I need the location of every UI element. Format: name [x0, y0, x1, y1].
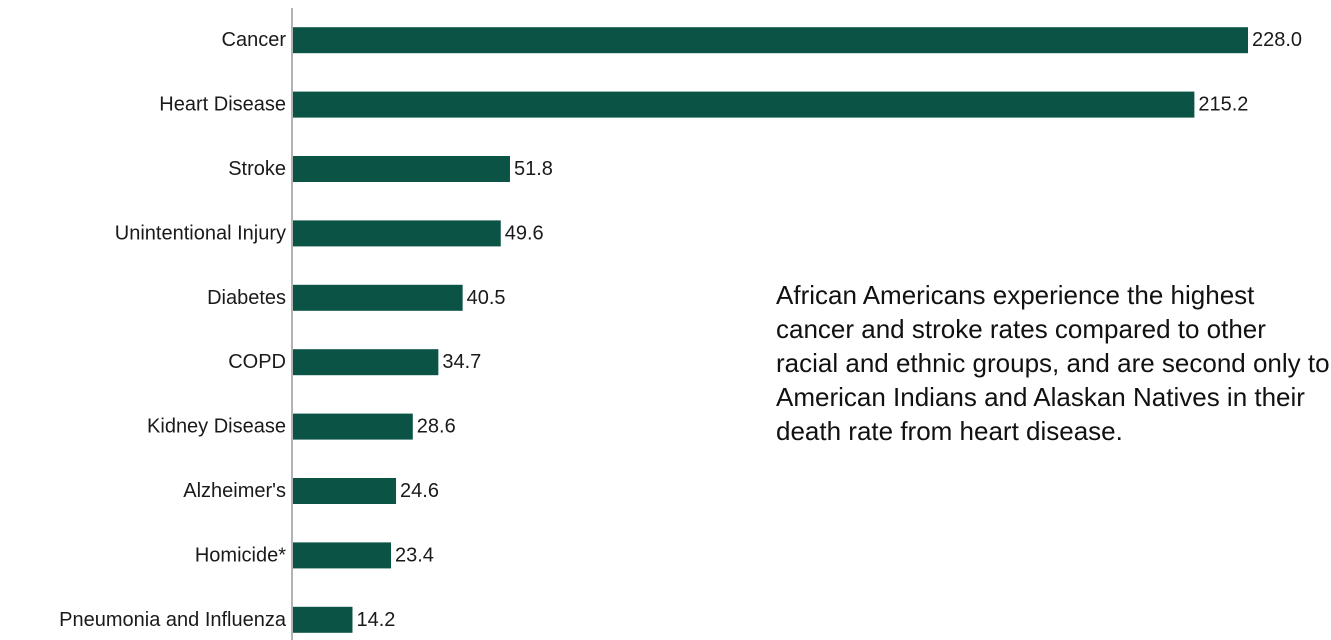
category-label: Homicide*	[195, 544, 286, 566]
value-label: 23.4	[395, 544, 434, 566]
category-label: Stroke	[228, 158, 286, 180]
bar	[293, 606, 353, 633]
value-label: 40.5	[467, 287, 506, 309]
value-label: 228.0	[1252, 29, 1302, 51]
category-label: Heart Disease	[159, 94, 286, 116]
category-label: Kidney Disease	[147, 416, 286, 438]
bars-layer: Cancer 228.0 Heart Disease 215.2 Stroke 51.8 U…	[59, 27, 1302, 633]
category-label: Unintentional Injury	[115, 222, 286, 244]
value-label: 49.6	[505, 222, 544, 244]
category-label: Alzheimer's	[183, 480, 286, 502]
bar	[293, 542, 392, 569]
category-label: Cancer	[222, 29, 287, 51]
category-label: Diabetes	[207, 287, 286, 309]
value-label: 24.6	[400, 480, 439, 502]
category-label: COPD	[228, 351, 286, 373]
category-label: Pneumonia and Influenza	[59, 609, 287, 631]
bar	[293, 413, 413, 440]
value-label: 28.6	[417, 416, 456, 438]
value-label: 215.2	[1198, 94, 1248, 116]
bar	[293, 91, 1195, 118]
value-label: 34.7	[442, 351, 481, 373]
value-label: 51.8	[514, 158, 553, 180]
bar	[293, 349, 439, 376]
chart-annotation: African Americans experience the highest…	[776, 280, 1330, 446]
bar	[293, 156, 510, 182]
value-label: 14.2	[356, 609, 395, 631]
bar	[293, 220, 501, 247]
bar	[293, 27, 1248, 54]
bar	[293, 284, 463, 311]
bar	[293, 478, 397, 504]
